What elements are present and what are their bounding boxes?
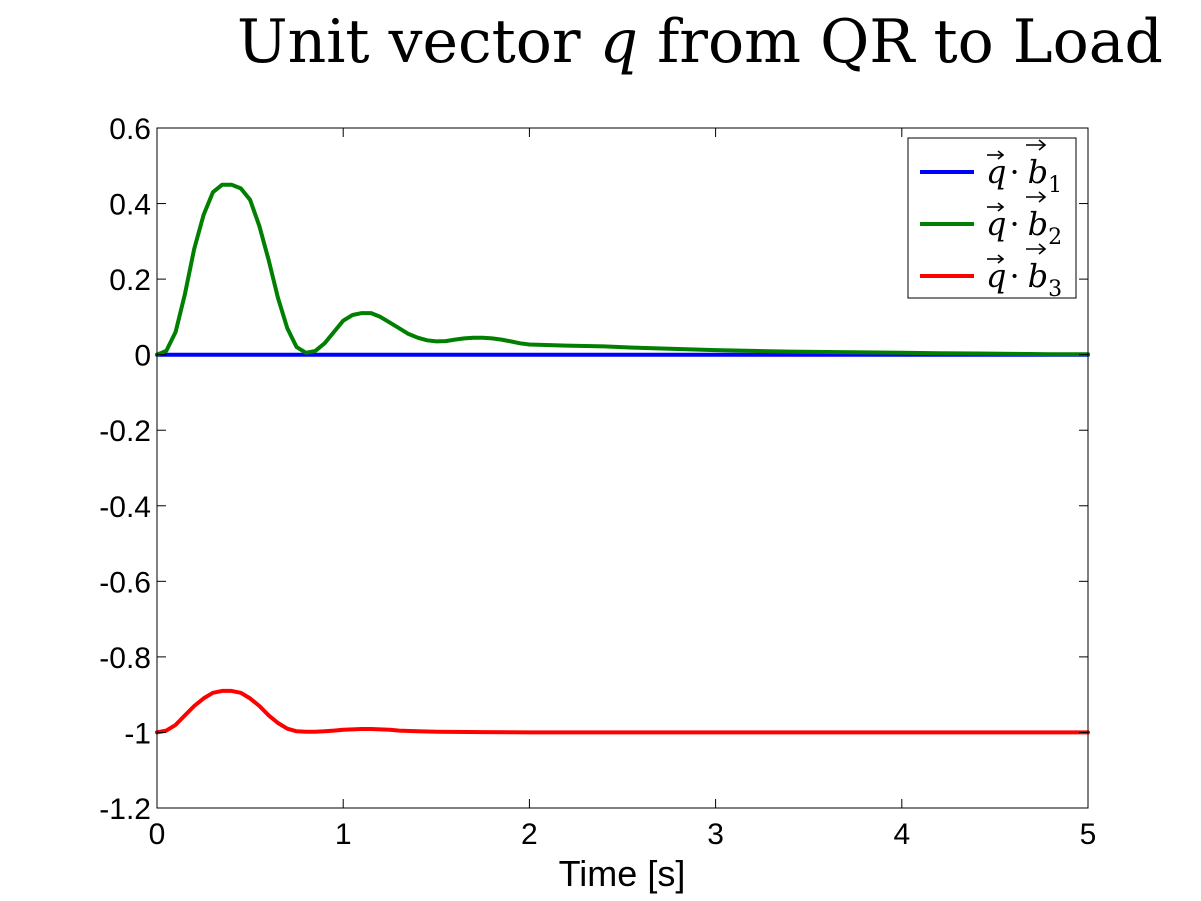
- chart-title-symbol: q: [600, 7, 638, 77]
- y-tick-label: 0.4: [109, 189, 151, 222]
- x-tick-label: 0: [149, 818, 166, 851]
- legend-label-2: q· b2: [986, 205, 1062, 250]
- tick-layer: 0 1 2 3 4 5 0.6 0.4 0.2 0 -0.2 -0.4 -0.6 -0.8 -1 -1.2: [99, 113, 1096, 851]
- x-tick-label: 1: [335, 818, 352, 851]
- legend-entry-2: q· b2: [986, 191, 1062, 250]
- y-tick-label: 0: [134, 340, 151, 373]
- x-tick-label: 2: [521, 818, 538, 851]
- chart-title-suffix: from QR to Load: [638, 7, 1163, 77]
- y-tick-label: -0.8: [99, 642, 151, 675]
- legend-label-1: q· b1: [986, 153, 1062, 198]
- legend-symbol-b: b: [1028, 153, 1048, 191]
- legend-symbol-q: q: [986, 205, 1006, 243]
- vector-arrow-head-q: [997, 150, 1005, 160]
- chart-title: Unit vector q from QR to Load: [237, 7, 1163, 77]
- legend-entry-1: q· b1: [986, 139, 1062, 198]
- vector-arrow-head-b: [1038, 191, 1047, 203]
- legend-dot: ·: [1009, 205, 1019, 243]
- vector-arrow-head-q: [997, 202, 1005, 212]
- legend-subscript: 1: [1048, 173, 1062, 198]
- y-tick-label: -0.6: [99, 566, 151, 599]
- vector-arrow-head-q: [997, 254, 1005, 264]
- legend-symbol-b: b: [1028, 205, 1048, 243]
- legend-label-3: q· b3: [986, 257, 1062, 302]
- chart-title-prefix: Unit vector: [237, 7, 600, 77]
- legend-box: [907, 137, 1077, 299]
- legend: q· b1q· b2q· b3: [907, 137, 1077, 302]
- legend-symbol-q: q: [986, 257, 1006, 295]
- legend-entry-3: q· b3: [986, 243, 1062, 302]
- legend-subscript: 3: [1048, 277, 1062, 302]
- x-tick-label: 3: [707, 818, 724, 851]
- x-tick-label: 5: [1080, 818, 1097, 851]
- series-line-2: [155, 182, 1090, 357]
- legend-subscript: 2: [1048, 225, 1062, 250]
- vector-arrow-head-b: [1038, 243, 1047, 255]
- vector-arrow-head-b: [1038, 139, 1047, 151]
- y-tick-label: 0.2: [109, 264, 151, 297]
- series-line-3: [155, 688, 1090, 735]
- y-tick-label: -0.4: [99, 491, 151, 524]
- x-axis-label: Time [s]: [559, 853, 686, 894]
- legend-symbol-b: b: [1028, 257, 1048, 295]
- y-tick-label: -1.2: [99, 793, 151, 826]
- y-tick-label: -1: [124, 717, 151, 750]
- x-tick-label: 4: [893, 818, 910, 851]
- legend-symbol-q: q: [986, 153, 1006, 191]
- y-tick-label: -0.2: [99, 415, 151, 448]
- y-tick-label: 0.6: [109, 113, 151, 146]
- legend-dot: ·: [1009, 153, 1019, 191]
- legend-dot: ·: [1009, 257, 1019, 295]
- plot-frame: [156, 127, 1089, 809]
- series-layer: [155, 182, 1090, 735]
